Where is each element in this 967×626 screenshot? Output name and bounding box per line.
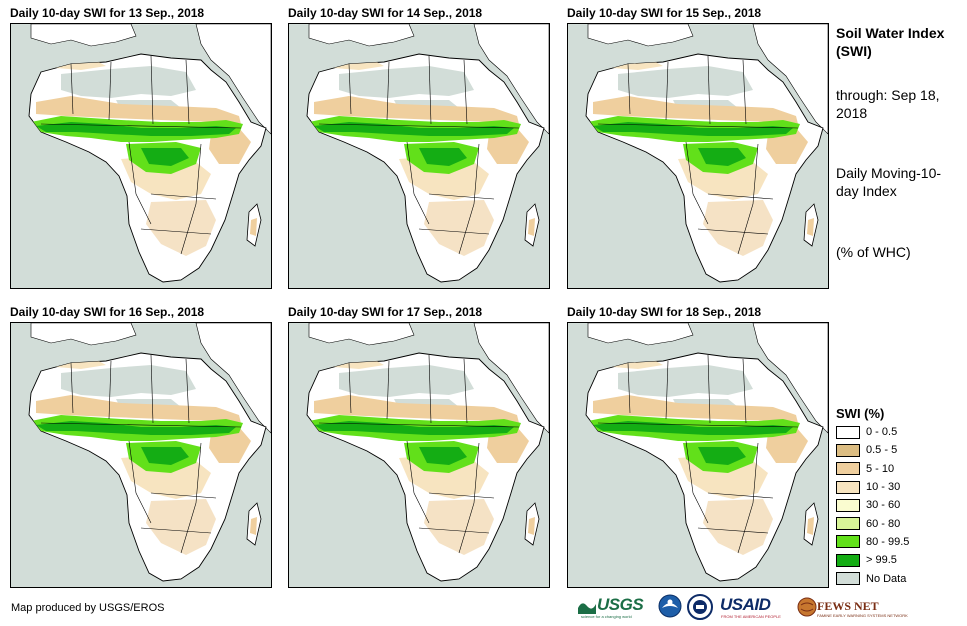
map (288, 322, 550, 588)
panel-13-sep: Daily 10-day SWI for 13 Sep., 2018 (10, 3, 272, 293)
panel-title: Daily 10-day SWI for 18 Sep., 2018 (567, 305, 762, 319)
panel-title: Daily 10-day SWI for 17 Sep., 2018 (288, 305, 483, 319)
legend-row: No Data (836, 569, 961, 587)
map (567, 23, 829, 289)
legend-label: 60 - 80 (866, 517, 901, 530)
legend-swatch (836, 462, 860, 476)
panel-16-sep: Daily 10-day SWI for 16 Sep., 2018 (10, 302, 272, 592)
credit: Map produced by USGS/EROS (11, 602, 165, 614)
usgs-wave-icon (578, 603, 596, 614)
noaa-seal-icon (658, 594, 682, 618)
panel-title: Daily 10-day SWI for 13 Sep., 2018 (10, 6, 205, 20)
legend-swatch (836, 425, 860, 439)
panel-14-sep: Daily 10-day SWI for 14 Sep., 2018 (288, 3, 550, 293)
fews-globe-icon (797, 597, 817, 617)
panel-15-sep: Daily 10-day SWI for 15 Sep., 2018 (567, 3, 829, 293)
legend-row: 10 - 30 (836, 478, 961, 496)
agency-seal (687, 594, 717, 620)
legend-title: SWI (%) (836, 406, 885, 421)
seal-icon (687, 594, 713, 620)
legend-row: 0 - 0.5 (836, 423, 961, 441)
fews-net-logo: FEWS NET FAMINE EARLY WARNING SYSTEMS NE… (797, 594, 908, 620)
map (567, 322, 829, 588)
index-description: Daily Moving-10-day Index (836, 165, 942, 199)
legend-swatch (836, 498, 860, 512)
legend-row: 0.5 - 5 (836, 441, 961, 459)
legend-row: 5 - 10 (836, 460, 961, 478)
legend-label: 5 - 10 (866, 462, 895, 475)
panel-17-sep: Daily 10-day SWI for 17 Sep., 2018 (288, 302, 550, 592)
legend: SWI (%) 0 - 0.5 0.5 - 5 5 - 10 10 - 30 30 - … (836, 405, 961, 588)
legend-label: 80 - 99.5 (866, 535, 910, 548)
legend-swatch (836, 443, 860, 457)
map (10, 322, 272, 588)
legend-swatch (836, 572, 860, 586)
noaa-logo (658, 594, 682, 620)
legend-row: 80 - 99.5 (836, 533, 961, 551)
panel-title: Daily 10-day SWI for 16 Sep., 2018 (10, 305, 205, 319)
usaid-logo: USAID FROM THE AMERICAN PEOPLE (720, 595, 781, 619)
map (288, 23, 550, 289)
legend-label: 10 - 30 (866, 481, 901, 494)
legend-swatch (836, 535, 860, 549)
legend-row: > 99.5 (836, 551, 961, 569)
legend-row: 60 - 80 (836, 514, 961, 532)
legend-label: > 99.5 (866, 554, 897, 567)
through-date: through: Sep 18, 2018 (836, 87, 940, 121)
legend-label: 30 - 60 (866, 499, 901, 512)
unit-label: (% of WHC) (836, 244, 911, 260)
legend-row: 30 - 60 (836, 496, 961, 514)
panel-title: Daily 10-day SWI for 15 Sep., 2018 (567, 6, 762, 20)
panel-title: Daily 10-day SWI for 14 Sep., 2018 (288, 6, 483, 20)
legend-label: 0 - 0.5 (866, 426, 898, 439)
map (10, 23, 272, 289)
legend-swatch (836, 480, 860, 494)
usgs-logo: USGS science for a changing world (577, 594, 653, 620)
panel-18-sep: Daily 10-day SWI for 18 Sep., 2018 (567, 302, 829, 592)
legend-swatch (836, 553, 860, 567)
legend-swatch (836, 517, 860, 531)
legend-label: 0.5 - 5 (866, 444, 898, 457)
legend-label: No Data (866, 572, 907, 585)
index-title: Soil Water Index (SWI) (836, 25, 945, 59)
